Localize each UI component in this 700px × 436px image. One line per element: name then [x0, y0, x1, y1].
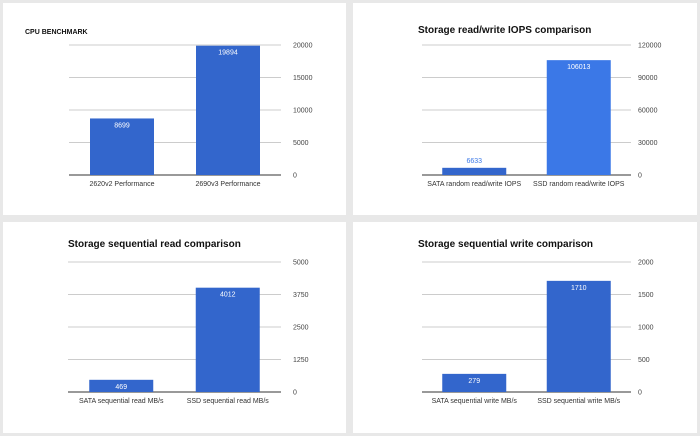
- y-tick-label: 1500: [638, 292, 654, 299]
- bar: [442, 373, 507, 392]
- y-tick-label: 30000: [638, 140, 658, 147]
- sequential-read-svg: Storage sequential read comparison 0 1250 2…: [68, 239, 309, 405]
- category-label: SATA sequential read MB/s: [79, 398, 164, 405]
- y-tick-label: 90000: [638, 75, 658, 82]
- category-label: SSD sequential write MB/s: [537, 398, 620, 405]
- y-tick-label: 60000: [638, 108, 658, 115]
- chart-title: Storage read/write IOPS comparison: [418, 25, 591, 36]
- y-tick-label: 10000: [293, 108, 313, 115]
- bar: [196, 45, 260, 176]
- bar-value-label: 6633: [466, 158, 482, 165]
- y-tick-label: 1250: [293, 357, 309, 364]
- bar-value-label: 8699: [114, 122, 130, 129]
- iops-comparison-svg: Storage read/write IOPS comparison 0 30000…: [418, 25, 661, 188]
- y-tick-label: 15000: [293, 75, 313, 82]
- category-label: 2690v3 Performance: [196, 181, 261, 188]
- bar-value-label: 469: [115, 384, 127, 391]
- category-label: SATA sequential write MB/s: [432, 398, 518, 405]
- bar-value-label: 4012: [220, 292, 236, 299]
- chart-title: Storage sequential write comparison: [418, 239, 593, 250]
- bar: [546, 60, 611, 175]
- bar: [546, 280, 611, 392]
- category-label: 2620v2 Performance: [90, 181, 155, 188]
- y-tick-label: 2500: [293, 325, 309, 332]
- category-label: SSD random read/write IOPS: [533, 181, 625, 188]
- y-tick-label: 0: [293, 173, 297, 180]
- y-tick-label: 3750: [293, 292, 309, 299]
- bar-value-label: 1710: [571, 285, 587, 292]
- category-label: SSD sequential read MB/s: [187, 398, 270, 405]
- sequential-write-chart: Storage sequential write comparison 0 500 1…: [353, 222, 697, 433]
- bar: [90, 118, 154, 175]
- iops-comparison-chart: Storage read/write IOPS comparison 0 30000…: [353, 3, 697, 215]
- sequential-write-svg: Storage sequential write comparison 0 500 1…: [418, 239, 654, 405]
- bar: [195, 287, 260, 392]
- category-label: SATA random read/write IOPS: [427, 181, 521, 188]
- y-tick-label: 0: [638, 173, 642, 180]
- bar-value-label: 106013: [567, 64, 590, 71]
- y-tick-label: 20000: [293, 43, 313, 50]
- bar-value-label: 279: [468, 378, 480, 385]
- y-tick-label: 5000: [293, 140, 309, 147]
- y-tick-label: 0: [293, 390, 297, 397]
- chart-title: Storage sequential read comparison: [68, 239, 241, 250]
- y-tick-label: 500: [638, 357, 650, 364]
- y-tick-label: 5000: [293, 260, 309, 267]
- y-tick-label: 2000: [638, 260, 654, 267]
- bar: [442, 167, 507, 175]
- bar-value-label: 19894: [218, 50, 238, 57]
- y-tick-label: 1000: [638, 325, 654, 332]
- chart-title: CPU BENCHMARK: [25, 29, 88, 36]
- y-tick-label: 0: [638, 390, 642, 397]
- cpu-benchmark-chart: CPU BENCHMARK 0 5000 10000 15000 20000 8699 262…: [3, 3, 346, 215]
- sequential-read-chart: Storage sequential read comparison 0 1250 2…: [3, 222, 346, 433]
- cpu-benchmark-svg: CPU BENCHMARK 0 5000 10000 15000 20000 8699 262…: [25, 29, 313, 188]
- bar: [89, 379, 154, 392]
- y-tick-label: 120000: [638, 43, 661, 50]
